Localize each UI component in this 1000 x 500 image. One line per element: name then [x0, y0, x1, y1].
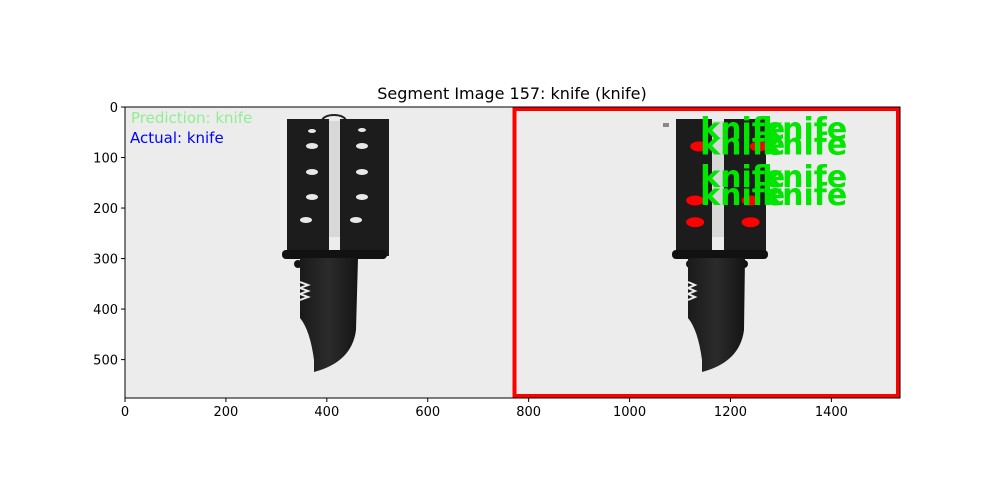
actual-overlay-text: Actual: knife — [130, 129, 224, 147]
detection-label: knife — [700, 127, 785, 162]
x-tick-label: 400 — [314, 405, 339, 420]
y-tick-label: 200 — [93, 202, 118, 217]
detection-label: knife — [700, 160, 785, 195]
x-tick-label: 0 — [121, 405, 129, 420]
y-tick-label: 300 — [93, 253, 118, 268]
x-tick-label: 1000 — [613, 405, 646, 420]
x-tick-label: 600 — [415, 405, 440, 420]
detection-label: knife — [762, 127, 847, 162]
x-tick-label: 1200 — [714, 405, 747, 420]
y-tick-label: 100 — [93, 152, 118, 167]
y-axis: 0 100 200 300 400 500 — [93, 101, 125, 369]
detection-label: knife — [762, 178, 847, 213]
y-tick-label: 400 — [93, 303, 118, 318]
detection-label: knife — [700, 112, 785, 147]
detection-marker — [741, 195, 760, 206]
detection-label: knife — [700, 178, 785, 213]
x-tick-label: 1400 — [815, 405, 848, 420]
knife-image-left — [282, 114, 389, 372]
detection-marker — [690, 141, 709, 152]
detection-marker — [749, 141, 768, 152]
x-axis: 0 200 400 600 800 1000 1200 1400 — [121, 398, 848, 420]
chart-title: Segment Image 157: knife (knife) — [377, 84, 647, 103]
y-tick-label: 500 — [93, 354, 118, 369]
detection-marker — [686, 195, 705, 206]
detection-marker — [741, 217, 760, 228]
prediction-overlay-text: Prediction: knife — [131, 109, 252, 127]
detection-label: knife — [762, 160, 847, 195]
y-tick-label: 0 — [110, 101, 118, 116]
detection-box — [512, 107, 900, 398]
axes-frame — [124, 106, 901, 399]
detection-label: knife — [762, 112, 847, 147]
detection-marker — [686, 217, 705, 228]
x-tick-label: 800 — [516, 405, 541, 420]
knife-image-right — [663, 119, 768, 372]
x-tick-label: 200 — [213, 405, 238, 420]
plot-area: Prediction: knife Actual: knife knifekni… — [125, 107, 900, 398]
